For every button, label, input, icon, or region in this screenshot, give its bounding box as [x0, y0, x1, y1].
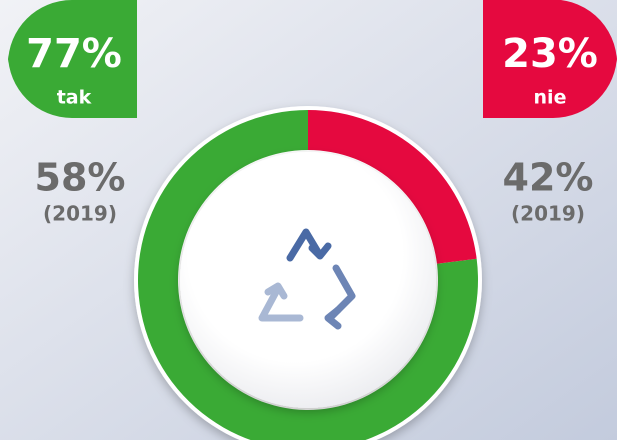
yes-value: 77%: [26, 31, 122, 77]
previous-year: (2019): [511, 202, 585, 226]
inner-disc: [180, 152, 436, 408]
no-badge: [483, 0, 617, 118]
slice: [308, 110, 477, 264]
recycle-icon: [258, 228, 356, 330]
yes-label: tak: [57, 87, 92, 109]
no-previous: 42%: [503, 156, 594, 200]
yes-previous: 58%: [35, 156, 126, 200]
yes-badge: [8, 0, 137, 118]
no-value: 23%: [502, 31, 598, 77]
previous-year: (2019): [43, 202, 117, 226]
no-label: nie: [534, 87, 567, 109]
